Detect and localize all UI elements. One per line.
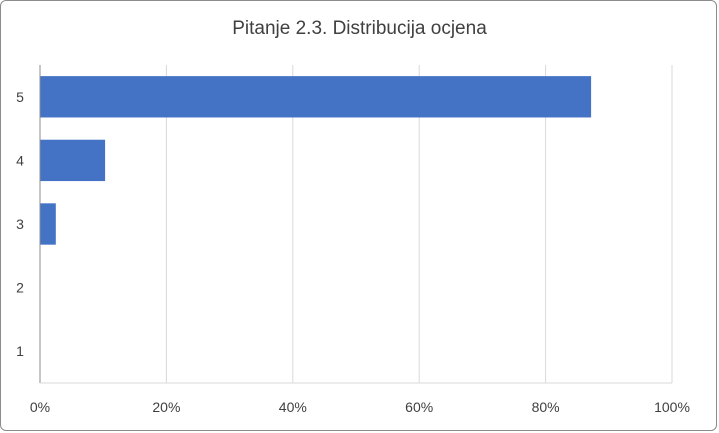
- x-tick-label-3: 60%: [405, 399, 433, 415]
- bar-4: [40, 139, 106, 182]
- bar-3: [40, 203, 56, 245]
- x-tick-label-0: 0%: [30, 399, 50, 415]
- x-tick-label-5: 100%: [654, 399, 690, 415]
- y-tick-label-3: 3: [16, 216, 24, 232]
- x-tick-label-2: 40%: [279, 399, 307, 415]
- chart-title: Pitanje 2.3. Distribucija ocjena: [232, 18, 487, 39]
- bar-5: [40, 76, 592, 118]
- y-tick-label-5: 5: [16, 89, 24, 105]
- y-tick-label-4: 4: [16, 152, 24, 168]
- y-tick-label-2: 2: [16, 280, 24, 296]
- axes: [39, 65, 672, 384]
- tick-labels: 0% 20% 40% 60% 80% 100% 5 4 3 2 1: [16, 89, 690, 415]
- bars: [40, 76, 592, 245]
- x-tick-label-1: 20%: [152, 399, 180, 415]
- grid-lines: [165, 65, 673, 383]
- y-tick-label-1: 1: [16, 343, 24, 359]
- x-tick-label-4: 80%: [532, 399, 560, 415]
